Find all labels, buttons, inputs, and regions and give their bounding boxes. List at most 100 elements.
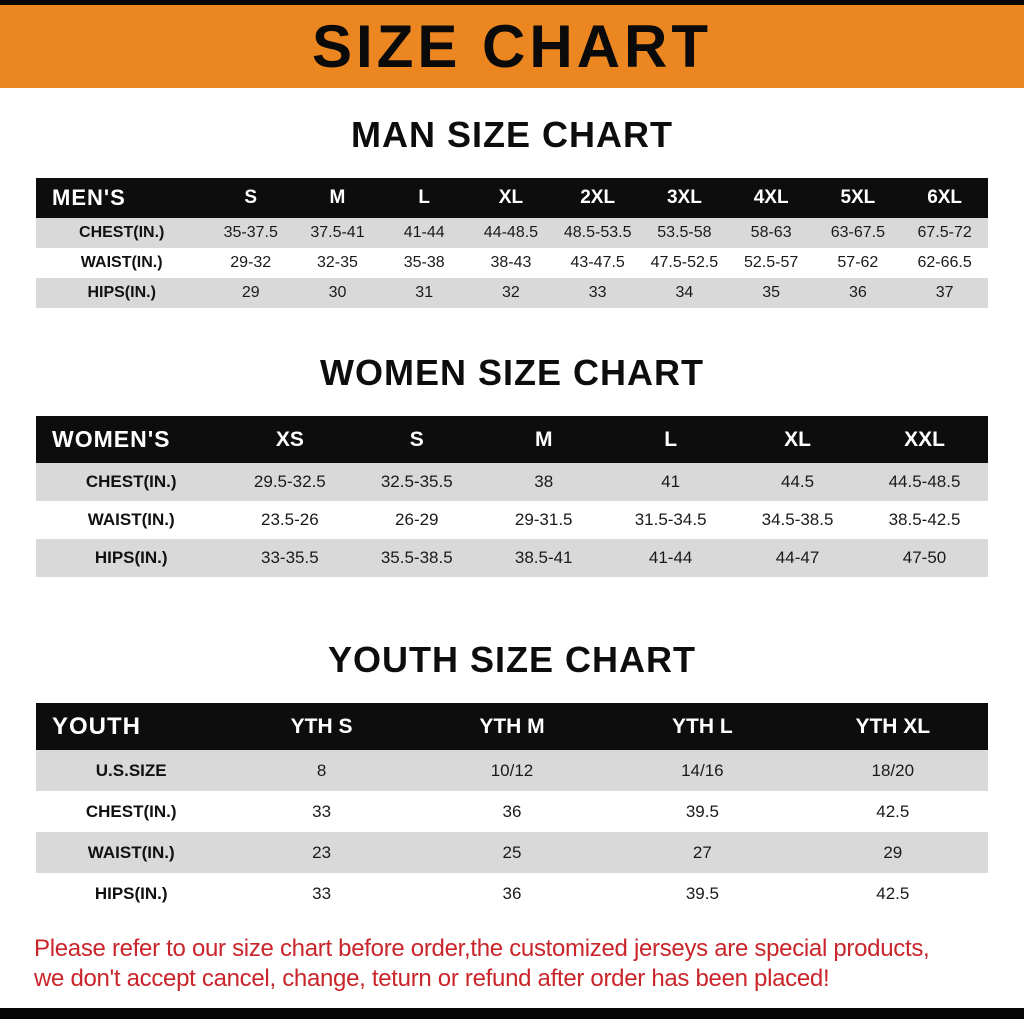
row-label: CHEST(IN.) (36, 218, 208, 248)
size-value-cell: 35-37.5 (207, 218, 295, 248)
size-value-cell: 47-50 (861, 539, 988, 577)
size-value-cell: 39.5 (607, 873, 798, 914)
size-value-cell: 57-62 (814, 248, 902, 278)
table-header-label: WOMEN'S (36, 416, 227, 463)
page-title: SIZE CHART (312, 13, 712, 80)
column-header: S (207, 178, 295, 218)
banner: SIZE CHART (0, 5, 1024, 88)
man-size-chart-section: MAN SIZE CHART MEN'S S M L XL 2XL 3XL 4XL 5XL 6XL… (0, 114, 1024, 308)
size-value-cell: 38.5-42.5 (861, 501, 988, 539)
column-header: L (607, 416, 735, 463)
size-value-cell: 44.5-48.5 (861, 463, 988, 501)
table-row: HIPS(IN.) 33 36 39.5 42.5 (36, 873, 988, 914)
size-value-cell: 8 (226, 750, 417, 791)
size-value-cell: 44.5 (734, 463, 861, 501)
table-row: U.S.SIZE 8 10/12 14/16 18/20 (36, 750, 988, 791)
size-value-cell: 37 (901, 278, 988, 308)
column-header: XL (734, 416, 861, 463)
column-header: YTH L (607, 703, 798, 750)
size-value-cell: 29.5-32.5 (226, 463, 354, 501)
men-size-table: MEN'S S M L XL 2XL 3XL 4XL 5XL 6XL CHEST(IN.) 35-37… (36, 178, 988, 308)
size-value-cell: 42.5 (797, 873, 988, 914)
row-label: HIPS(IN.) (36, 539, 227, 577)
size-value-cell: 23 (226, 832, 417, 873)
size-value-cell: 53.5-58 (641, 218, 728, 248)
size-value-cell: 29 (797, 832, 988, 873)
row-label: WAIST(IN.) (36, 501, 227, 539)
column-header: XL (467, 178, 555, 218)
youth-size-chart-section: YOUTH SIZE CHART YOUTH YTH S YTH M YTH L YTH… (0, 639, 1024, 914)
column-header: XXL (861, 416, 988, 463)
row-label: HIPS(IN.) (36, 278, 208, 308)
size-value-cell: 41-44 (380, 218, 468, 248)
size-value-cell: 31 (380, 278, 468, 308)
size-value-cell: 43-47.5 (554, 248, 642, 278)
size-value-cell: 62-66.5 (901, 248, 988, 278)
table-row: CHEST(IN.) 33 36 39.5 42.5 (36, 791, 988, 832)
column-header: L (380, 178, 468, 218)
column-header: 4XL (727, 178, 815, 218)
size-value-cell: 31.5-34.5 (607, 501, 735, 539)
table-row: WAIST(IN.) 29-32 32-35 35-38 38-43 43-47.5 47.… (36, 248, 988, 278)
table-header-label: YOUTH (36, 703, 227, 750)
size-value-cell: 38-43 (467, 248, 555, 278)
table-row: CHEST(IN.) 29.5-32.5 32.5-35.5 38 41 44.5 44.5… (36, 463, 988, 501)
column-header: M (294, 178, 381, 218)
disclaimer-line-1: Please refer to our size chart before or… (34, 935, 930, 962)
disclaimer-line-2: we don't accept cancel, change, teturn o… (34, 965, 830, 992)
size-value-cell: 41 (607, 463, 735, 501)
table-header-row: WOMEN'S XS S M L XL XXL (36, 416, 988, 463)
column-header: 3XL (641, 178, 728, 218)
size-value-cell: 36 (416, 791, 608, 832)
size-value-cell: 33 (554, 278, 642, 308)
table-header-label: MEN'S (36, 178, 208, 218)
size-value-cell: 30 (294, 278, 381, 308)
table-header-row: YOUTH YTH S YTH M YTH L YTH XL (36, 703, 988, 750)
section-title-youth: YOUTH SIZE CHART (327, 639, 696, 680)
bottom-border (0, 1008, 1024, 1019)
size-value-cell: 41-44 (607, 539, 735, 577)
size-value-cell: 33 (226, 791, 417, 832)
size-value-cell: 10/12 (416, 750, 608, 791)
size-value-cell: 35-38 (380, 248, 468, 278)
size-value-cell: 32.5-35.5 (353, 463, 481, 501)
row-label: CHEST(IN.) (36, 791, 227, 832)
size-value-cell: 38.5-41 (480, 539, 608, 577)
size-value-cell: 58-63 (727, 218, 815, 248)
size-value-cell: 48.5-53.5 (554, 218, 642, 248)
size-value-cell: 67.5-72 (901, 218, 988, 248)
size-value-cell: 29-32 (207, 248, 295, 278)
column-header: M (480, 416, 608, 463)
size-value-cell: 27 (607, 832, 798, 873)
size-value-cell: 25 (416, 832, 608, 873)
size-value-cell: 52.5-57 (727, 248, 815, 278)
youth-table-wrap: YOUTH YTH S YTH M YTH L YTH XL U.S.SIZE 8 10/12… (0, 703, 1024, 914)
row-label: U.S.SIZE (36, 750, 227, 791)
men-table-wrap: MEN'S S M L XL 2XL 3XL 4XL 5XL 6XL CHEST(IN.) 35-37… (0, 178, 1024, 308)
table-header-row: MEN'S S M L XL 2XL 3XL 4XL 5XL 6XL (36, 178, 988, 218)
size-value-cell: 35 (727, 278, 815, 308)
size-value-cell: 37.5-41 (294, 218, 381, 248)
row-label: CHEST(IN.) (36, 463, 227, 501)
women-size-table: WOMEN'S XS S M L XL XXL CHEST(IN.) 29.5-32.5 32.5… (36, 416, 988, 577)
size-value-cell: 42.5 (797, 791, 988, 832)
disclaimer-text: Please refer to our size chart before or… (0, 934, 1024, 994)
table-row: HIPS(IN.) 29 30 31 32 33 34 35 36 37 (36, 278, 988, 308)
size-value-cell: 32 (467, 278, 555, 308)
table-row: WAIST(IN.) 23 25 27 29 (36, 832, 988, 873)
size-value-cell: 26-29 (353, 501, 481, 539)
size-value-cell: 38 (480, 463, 608, 501)
section-title-women: WOMEN SIZE CHART (320, 352, 704, 393)
size-value-cell: 39.5 (607, 791, 798, 832)
size-value-cell: 29 (207, 278, 295, 308)
section-title-man: MAN SIZE CHART (351, 114, 673, 155)
table-row: CHEST(IN.) 35-37.5 37.5-41 41-44 44-48.5 48.5… (36, 218, 988, 248)
column-header: S (353, 416, 481, 463)
women-size-chart-section: WOMEN SIZE CHART WOMEN'S XS S M L XL XXL CHEST(… (0, 352, 1024, 577)
size-value-cell: 47.5-52.5 (641, 248, 728, 278)
youth-size-table: YOUTH YTH S YTH M YTH L YTH XL U.S.SIZE 8 10/12… (36, 703, 988, 914)
row-label: WAIST(IN.) (36, 832, 227, 873)
row-label: HIPS(IN.) (36, 873, 227, 914)
column-header: YTH S (226, 703, 417, 750)
table-row: HIPS(IN.) 33-35.5 35.5-38.5 38.5-41 41-44 44-… (36, 539, 988, 577)
